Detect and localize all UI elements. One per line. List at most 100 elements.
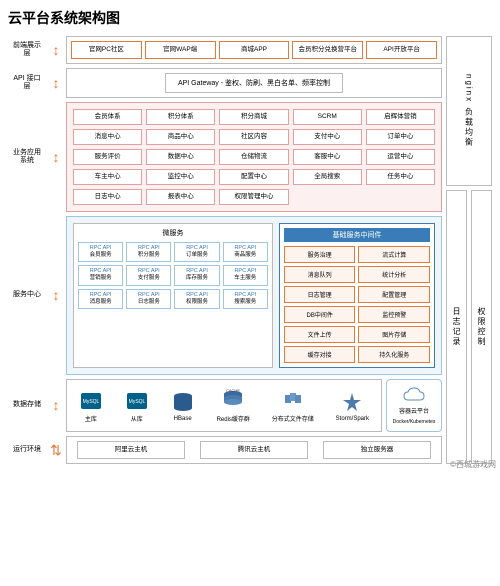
infra-item: 日志管理 (284, 286, 356, 303)
micro-item: RPC API订单服务 (174, 242, 219, 262)
log-box: 日志记录 (446, 190, 467, 464)
layer-svc: 服务中心 ↕ 微服务 RPC API会员服务RPC API积分服务RPC API… (8, 216, 442, 375)
arrow-icon: ↕ (50, 102, 62, 212)
infra-item: 服务治理 (284, 246, 356, 263)
layer-label-api: API 接口层 (8, 68, 46, 98)
biz-item: 报表中心 (146, 189, 215, 205)
biz-item: 社区内容 (219, 129, 288, 145)
runtime-item: 阿里云主机 (77, 441, 185, 459)
biz-item: 积分体系 (146, 109, 215, 125)
storage-item: MySQL从库 (125, 388, 149, 423)
svg-text:CACHE: CACHE (226, 389, 240, 393)
biz-item: 客服中心 (293, 149, 362, 165)
arrow-icon: ↕ (50, 36, 62, 64)
arrow-icon: ↕ (50, 68, 62, 98)
storage-item: Storm/Spark (336, 390, 369, 422)
biz-item: 监控中心 (146, 169, 215, 185)
micro-item: RPC API库存服务 (174, 265, 219, 285)
page-title: 云平台系统架构图 (8, 8, 492, 28)
biz-item: 任务中心 (366, 169, 435, 185)
layer-label-storage: 数据存储 (8, 379, 46, 432)
mysql-icon: MySQL (125, 388, 149, 412)
micro-item: RPC API会员服务 (78, 242, 123, 262)
diagram-layout: 前端展示层 ↕ 官网PC社区官网WAP端商城APP会员积分兑换营平台API开放平… (8, 36, 492, 464)
infra-item: 文件上传 (284, 326, 356, 343)
biz-item: 订单中心 (366, 129, 435, 145)
mysql-icon: MySQL (79, 388, 103, 412)
runtime-item: 独立服务器 (323, 441, 431, 459)
frontend-item: 官网PC社区 (71, 41, 142, 59)
micro-item: RPC API积分服务 (126, 242, 171, 262)
arrow-icon: ⇅ (50, 436, 62, 464)
auth-box: 权限控制 (471, 190, 492, 464)
nginx-box: nginx 负载均衡 (446, 36, 492, 186)
biz-item: 运营中心 (366, 149, 435, 165)
files-icon (281, 388, 305, 412)
infra-item: 图片存储 (358, 326, 430, 343)
biz-item: 数据中心 (146, 149, 215, 165)
infra-item: 统计分析 (358, 266, 430, 283)
infra-item: 消息队列 (284, 266, 356, 283)
arrow-icon: ↕ (50, 216, 62, 375)
infra-item: 缓存对接 (284, 346, 356, 363)
arrow-icon: ↕ (50, 379, 62, 432)
layer-biz: 业务应用系统 ↕ 会员体系积分体系积分商城 SCRM启辉体营销消息中心商品中心社区… (8, 102, 442, 212)
layer-label-frontend: 前端展示层 (8, 36, 46, 64)
docker-box: 容器云平台 Docker/Kubernetes (386, 379, 442, 432)
layer-label-svc: 服务中心 (8, 216, 46, 375)
layer-api: API 接口层 ↕ API Gateway - 鉴权、防刷、黑白名单、频率控制 (8, 68, 442, 98)
micro-item: RPC API营销服务 (78, 265, 123, 285)
biz-item: SCRM (293, 109, 362, 125)
biz-item: 启辉体营销 (366, 109, 435, 125)
micro-item: RPC API权限服务 (174, 289, 219, 309)
biz-item: 车主中心 (73, 169, 142, 185)
microservices-panel: 微服务 RPC API会员服务RPC API积分服务RPC API订单服务RPC… (73, 223, 273, 368)
frontend-item: 官网WAP端 (145, 41, 216, 59)
storage-item: MySQL主库 (79, 388, 103, 423)
micro-item: RPC API搜索服务 (223, 289, 268, 309)
frontend-item: 会员积分兑换营平台 (292, 41, 363, 59)
micro-item: RPC API车主服务 (223, 265, 268, 285)
biz-item: 会员体系 (73, 109, 142, 125)
cache-icon: CACHE (221, 388, 245, 412)
svg-text:MySQL: MySQL (83, 399, 100, 405)
biz-item: 商品中心 (146, 129, 215, 145)
infra-item: 流式计算 (358, 246, 430, 263)
infra-item: DB中间件 (284, 306, 356, 323)
biz-item: 日志中心 (73, 189, 142, 205)
infra-item: 配置管理 (358, 286, 430, 303)
layer-label-runtime: 运行环境 (8, 436, 46, 464)
infra-title: 基础服务中间件 (284, 228, 430, 242)
side-column: nginx 负载均衡 日志记录 权限控制 (446, 36, 492, 464)
cloud-icon (402, 386, 426, 402)
runtime-item: 腾讯云主机 (200, 441, 308, 459)
main-column: 前端展示层 ↕ 官网PC社区官网WAP端商城APP会员积分兑换营平台API开放平… (8, 36, 442, 464)
layer-frontend: 前端展示层 ↕ 官网PC社区官网WAP端商城APP会员积分兑换营平台API开放平… (8, 36, 442, 64)
layer-storage: 数据存储 ↕ MySQL主库 MySQL从库 HBase CACHERedis缓存群分… (8, 379, 442, 432)
micro-item: RPC API日志服务 (126, 289, 171, 309)
biz-item: 全局搜索 (293, 169, 362, 185)
docker-title: 容器云平台 (399, 406, 429, 415)
spark-icon (340, 390, 364, 414)
storage-item: 分布式文件存储 (272, 388, 314, 423)
api-gateway-box: API Gateway - 鉴权、防刷、黑白名单、频率控制 (165, 73, 343, 93)
docker-sub: Docker/Kubernetes (393, 419, 436, 425)
db-icon (171, 390, 195, 414)
micro-item: RPC API支付服务 (126, 265, 171, 285)
micro-item: RPC API商品服务 (223, 242, 268, 262)
infra-item: 监控预警 (358, 306, 430, 323)
biz-item: 支付中心 (293, 129, 362, 145)
storage-item: HBase (171, 390, 195, 422)
storage-item: CACHERedis缓存群 (217, 388, 250, 423)
biz-item: 服务评价 (73, 149, 142, 165)
infra-panel: 基础服务中间件 服务治理流式计算消息队列统计分析日志管理配置管理DB中间件监控预… (279, 223, 435, 368)
biz-item: 仓储物流 (219, 149, 288, 165)
infra-item: 持久化服务 (358, 346, 430, 363)
biz-item: 配置中心 (219, 169, 288, 185)
frontend-item: 商城APP (219, 41, 290, 59)
biz-item: 消息中心 (73, 129, 142, 145)
micro-title: 微服务 (78, 228, 268, 238)
frontend-item: API开放平台 (366, 41, 437, 59)
biz-item: 积分商城 (219, 109, 288, 125)
layer-label-biz: 业务应用系统 (8, 102, 46, 212)
